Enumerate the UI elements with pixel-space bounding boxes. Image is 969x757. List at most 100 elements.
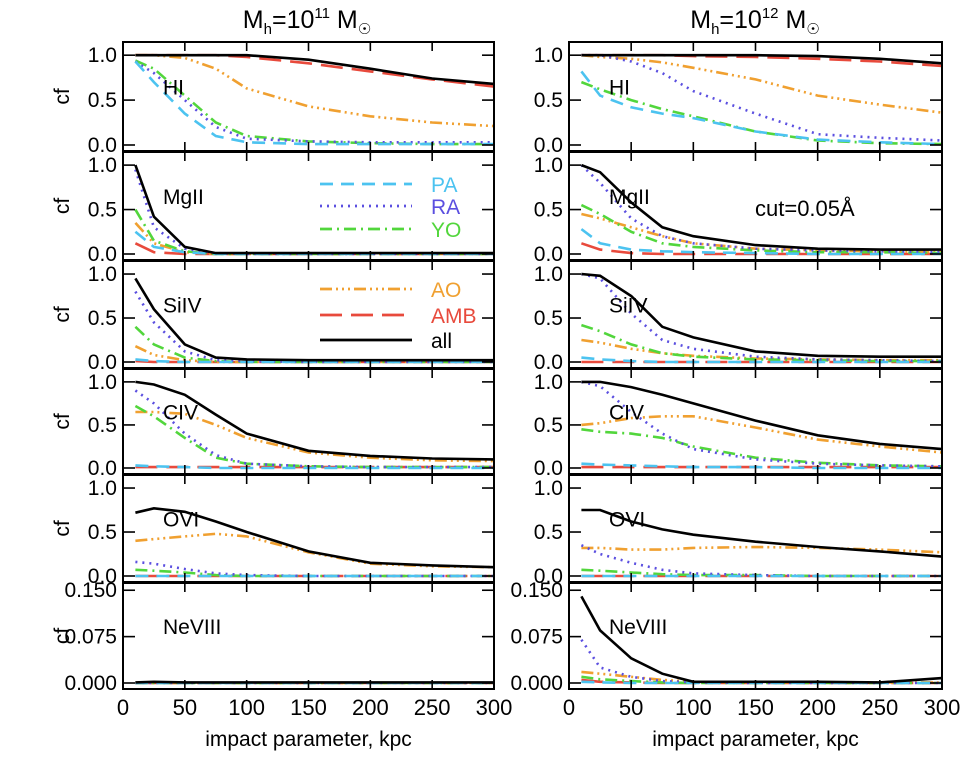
ytick-label: 0.5 bbox=[534, 199, 563, 222]
ytick-label: 0.5 bbox=[88, 307, 117, 330]
ylabel-cf: cf bbox=[51, 628, 74, 645]
ytick-label: 0.150 bbox=[64, 579, 117, 602]
ytick-label: 0.0 bbox=[88, 243, 117, 266]
xtick-label: 0 bbox=[563, 695, 575, 720]
series-YO-OVI-left bbox=[135, 568, 494, 578]
series-YO-HI-right bbox=[580, 80, 943, 146]
xtick-label: 0 bbox=[117, 695, 129, 720]
ion-label-OVI: OVI bbox=[609, 508, 645, 531]
series-all-NeVIII-left bbox=[135, 680, 494, 684]
series-all-CIV-left bbox=[135, 380, 495, 461]
ytick-label: 0.0 bbox=[88, 565, 117, 588]
ytick-label: 0.000 bbox=[510, 672, 563, 695]
ytick-label: 0.0 bbox=[88, 457, 117, 480]
ytick-label: 1.0 bbox=[534, 154, 563, 177]
panel-CIV-right: 0.0 0.5 1.0 CIV bbox=[534, 368, 943, 480]
ion-label-SiIV: SiIV bbox=[163, 294, 202, 317]
series-AO-MgII-left bbox=[134, 222, 494, 256]
series-YO-NeVIII-right bbox=[581, 675, 942, 685]
series-all-OVI-left bbox=[135, 506, 495, 569]
ion-label-MgII: MgII bbox=[609, 186, 650, 209]
panel-OVI-left: 0.0 0.5 1.0 OVI cf bbox=[51, 474, 495, 588]
xtick-label: 100 bbox=[675, 695, 712, 720]
xtick-label: 300 bbox=[476, 695, 513, 720]
xtick-label: 50 bbox=[173, 695, 197, 720]
cut-annotation: cut=0.05Å bbox=[755, 196, 855, 221]
legend-label-YO: YO bbox=[431, 219, 461, 242]
ytick-label: 0.5 bbox=[534, 521, 563, 544]
ytick-label: 0.075 bbox=[510, 626, 563, 649]
series-YO-MgII-right bbox=[580, 203, 943, 255]
series-AO-HI-right bbox=[581, 53, 943, 114]
ion-label-CIV: CIV bbox=[609, 401, 644, 424]
ytick-label: 1.0 bbox=[534, 44, 563, 67]
ytick-label: 0.000 bbox=[64, 672, 117, 695]
xtick-label: 200 bbox=[352, 695, 389, 720]
column-title-left: Mh=1011 M☉ bbox=[243, 5, 371, 38]
legend-label-AMB: AMB bbox=[431, 305, 477, 328]
xtick-label: 150 bbox=[737, 695, 774, 720]
ytick-label: 0.5 bbox=[88, 89, 117, 112]
ytick-label: 0.5 bbox=[88, 414, 117, 437]
series-PA-HI-right bbox=[580, 70, 943, 146]
ylabel-cf: cf bbox=[51, 198, 74, 215]
ytick-label: 1.0 bbox=[534, 263, 563, 286]
panel-SiIV-left: 0.0 0.5 1.0 SiIV cf bbox=[51, 260, 495, 374]
legend-label-RA: RA bbox=[431, 196, 460, 219]
series-RA-HI-right bbox=[581, 53, 943, 142]
ion-label-MgII: MgII bbox=[163, 186, 204, 209]
ion-label-SiIV: SiIV bbox=[609, 294, 648, 317]
series-RA-HI-left bbox=[134, 60, 494, 144]
ylabel-cf: cf bbox=[51, 520, 74, 537]
series-all-HI-right bbox=[581, 53, 943, 65]
ion-label-OVI: OVI bbox=[163, 508, 199, 531]
series-all-CIV-right bbox=[581, 380, 943, 451]
ytick-label: 0.5 bbox=[534, 414, 563, 437]
ytick-label: 0.075 bbox=[64, 626, 117, 649]
series-YO-CIV-right bbox=[581, 428, 943, 468]
ytick-label: 0.0 bbox=[534, 351, 563, 374]
panels-group: 0.00.51.0HIcf0.00.51.0HI0.00.51.0MgIIcf0… bbox=[51, 41, 960, 751]
series-all-NeVIII-right bbox=[580, 595, 943, 684]
ylabel-cf: cf bbox=[51, 413, 74, 430]
ytick-label: 1.0 bbox=[88, 44, 117, 67]
panel-HI-left: 0.0 0.5 1.0 HI cf bbox=[51, 41, 495, 157]
ytick-label: 0.0 bbox=[534, 134, 563, 157]
series-AO-HI-left bbox=[135, 53, 495, 128]
ion-label-CIV: CIV bbox=[163, 401, 198, 424]
ytick-label: 1.0 bbox=[534, 371, 563, 394]
ytick-label: 1.0 bbox=[88, 263, 117, 286]
ytick-label: 1.0 bbox=[88, 371, 117, 394]
legend-item-AMB: AMB bbox=[320, 305, 477, 328]
xtick-label: 100 bbox=[228, 695, 265, 720]
ion-label-NeVIII: NeVIII bbox=[163, 616, 221, 639]
xtick-label: 250 bbox=[861, 695, 898, 720]
ylabel-cf: cf bbox=[51, 306, 74, 323]
legend-label-PA: PA bbox=[431, 174, 457, 197]
xlabel-left: impact parameter, kpc bbox=[205, 728, 412, 751]
ytick-label: 0.5 bbox=[88, 521, 117, 544]
ion-label-NeVIII: NeVIII bbox=[609, 616, 667, 639]
ytick-label: 0.0 bbox=[88, 134, 117, 157]
ytick-label: 1.0 bbox=[88, 154, 117, 177]
panel-HI-right: 0.0 0.5 1.0 HI bbox=[534, 41, 943, 157]
xtick-label: 250 bbox=[414, 695, 451, 720]
legend-label-AO: AO bbox=[431, 279, 461, 302]
series-AO-CIV-right bbox=[581, 414, 943, 454]
panel-NeVIII-right: 0.000 0.075 0.150 0 50 100 150 200 250 300 NeVIII bbox=[510, 579, 960, 720]
panel-NeVIII-left: 0.000 0.075 0.150 0 50 100 150 200 250 300 NeVIII c… bbox=[51, 579, 512, 720]
xtick-label: 200 bbox=[799, 695, 836, 720]
column-title-right: Mh=1012 M☉ bbox=[690, 5, 820, 38]
legend-item-RA: RA bbox=[320, 196, 460, 219]
series-all-MgII-right bbox=[580, 163, 942, 251]
ylabel-cf: cf bbox=[51, 88, 74, 105]
series-YO-HI-left bbox=[134, 59, 494, 146]
legend-item-YO: YO bbox=[320, 219, 461, 242]
series-RA-MgII-right bbox=[580, 164, 943, 254]
series-all-OVI-right bbox=[581, 508, 943, 558]
ytick-label: 0.5 bbox=[88, 199, 117, 222]
legend-item-PA: PA bbox=[320, 174, 457, 197]
series-AMB-HI-left bbox=[135, 53, 495, 88]
xtick-label: 50 bbox=[619, 695, 643, 720]
